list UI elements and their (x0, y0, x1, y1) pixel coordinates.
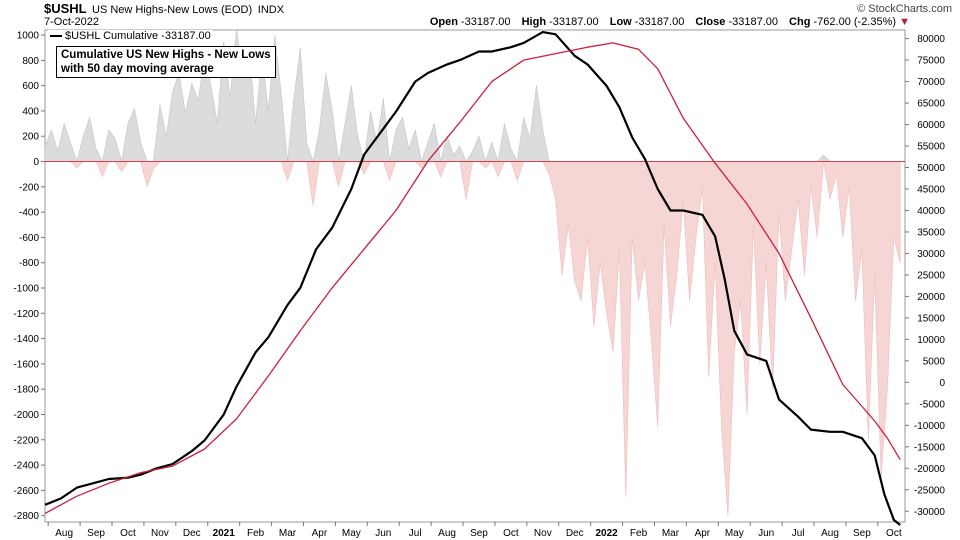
left-tick-label: 400 (22, 106, 39, 117)
plot-frame (44, 29, 906, 523)
annotation-box: Cumulative US New Highs - New Lows with … (56, 46, 276, 78)
left-tick-label: 1000 (17, 31, 40, 42)
right-tick-label: 35000 (917, 227, 945, 238)
right-tick-label: 80000 (917, 34, 945, 45)
left-tick-label: 200 (22, 132, 39, 143)
left-tick-label: -1800 (13, 385, 39, 396)
right-tick-label: -5000 (919, 399, 945, 410)
left-tick-label: -600 (19, 233, 39, 244)
chg-value: -762.00 (-2.35%) (813, 16, 897, 28)
x-tick-label: May (342, 528, 361, 539)
low-value: -33187.00 (634, 16, 685, 28)
x-tick-label: Sep (470, 528, 488, 539)
x-tick-label: Aug (438, 528, 456, 539)
symbol: $USHL (44, 1, 87, 16)
x-tick-label: May (725, 528, 744, 539)
legend-line-swatch (50, 35, 62, 38)
moving-average-line (44, 42, 901, 514)
left-tick-label: -2400 (13, 461, 39, 472)
cumulative-line (44, 31, 901, 526)
right-tick-label: 20000 (917, 292, 945, 303)
left-tick-label: -1200 (13, 309, 39, 320)
x-tick-label: Aug (55, 528, 73, 539)
legend-label: $USHL Cumulative -33187.00 (65, 30, 211, 42)
x-tick-label: Feb (630, 528, 648, 539)
right-tick-label: 0 (939, 378, 945, 389)
left-tick-label: -400 (19, 208, 39, 219)
left-tick-label: -1000 (13, 284, 39, 295)
x-tick-label: Aug (821, 528, 839, 539)
close-label: Close (695, 16, 726, 28)
right-tick-label: -10000 (914, 421, 946, 432)
x-tick-label: Oct (886, 528, 902, 539)
right-tick-label: 70000 (917, 77, 945, 88)
right-tick-label: 60000 (917, 120, 945, 131)
legend: $USHL Cumulative -33187.00 (48, 30, 213, 42)
right-tick-label: 40000 (917, 206, 945, 217)
x-tick-label: Mar (279, 528, 297, 539)
x-tick-label: Sep (87, 528, 105, 539)
symbol-description: US New Highs-New Lows (EOD) (92, 4, 253, 16)
left-tick-label: 0 (33, 157, 39, 168)
x-tick-label: Jun (758, 528, 774, 539)
right-tick-label: 75000 (917, 56, 945, 67)
left-tick-label: 800 (22, 56, 39, 67)
right-tick-label: -20000 (914, 464, 946, 475)
left-tick-label: -1600 (13, 359, 39, 370)
right-tick-label: 25000 (917, 270, 945, 281)
x-tick-label: Nov (151, 528, 169, 539)
chart-header: $USHL US New Highs-New Lows (EOD) INDX 7… (0, 0, 960, 30)
annotation-line-1: Cumulative US New Highs - New Lows (61, 49, 271, 61)
x-tick-label: Feb (247, 528, 265, 539)
right-tick-label: -25000 (914, 485, 946, 496)
x-tick-label: Oct (120, 528, 136, 539)
right-tick-label: 55000 (917, 142, 945, 153)
ohlc-readout: Open -33187.00 High -33187.00 Low -33187… (430, 16, 910, 28)
left-tick-label: 600 (22, 81, 39, 92)
left-tick-label: -200 (19, 182, 39, 193)
exchange: INDX (257, 4, 285, 16)
right-tick-label: 65000 (917, 99, 945, 110)
left-tick-label: -2000 (13, 410, 39, 421)
right-tick-label: -15000 (914, 442, 946, 453)
left-tick-label: -2800 (13, 511, 39, 522)
chg-label: Chg (789, 16, 811, 28)
x-tick-label: 2021 (213, 528, 236, 539)
right-tick-label: 45000 (917, 184, 945, 195)
x-tick-label: Sep (853, 528, 871, 539)
x-tick-label: Dec (183, 528, 201, 539)
right-tick-label: 50000 (917, 163, 945, 174)
x-tick-label: Dec (566, 528, 584, 539)
x-tick-label: Apr (695, 528, 711, 539)
left-tick-label: -2200 (13, 435, 39, 446)
high-value: -33187.00 (549, 16, 599, 28)
annotation-line-2: with 50 day moving average (61, 63, 214, 75)
right-tick-label: 5000 (923, 356, 946, 367)
right-tick-label: 10000 (917, 335, 945, 346)
x-tick-label: Mar (662, 528, 680, 539)
left-tick-label: -1400 (13, 334, 39, 345)
chart-date: 7-Oct-2022 (44, 16, 100, 28)
brand-watermark: © StockCharts.com (857, 3, 952, 15)
open-label: Open (429, 16, 458, 28)
x-tick-label: Jun (375, 528, 391, 539)
x-tick-label: Nov (534, 528, 552, 539)
left-tick-label: -2600 (13, 486, 39, 497)
left-tick-label: -800 (19, 258, 39, 269)
x-tick-label: Oct (503, 528, 519, 539)
right-tick-label: 30000 (917, 249, 945, 260)
x-tick-label: Apr (312, 528, 328, 539)
open-value: -33187.00 (461, 16, 511, 28)
x-tick-label: Jul (409, 528, 422, 539)
x-tick-label: 2022 (596, 528, 619, 539)
close-value: -33187.00 (728, 16, 778, 28)
down-arrow-icon: ▼ (899, 16, 910, 28)
x-tick-label: Jul (792, 528, 805, 539)
right-tick-label: -30000 (914, 507, 946, 518)
high-label: High (521, 16, 547, 28)
symbol-title: $USHL US New Highs-New Lows (EOD) INDX (44, 1, 284, 16)
low-label: Low (609, 16, 632, 28)
right-tick-label: 15000 (917, 313, 945, 324)
